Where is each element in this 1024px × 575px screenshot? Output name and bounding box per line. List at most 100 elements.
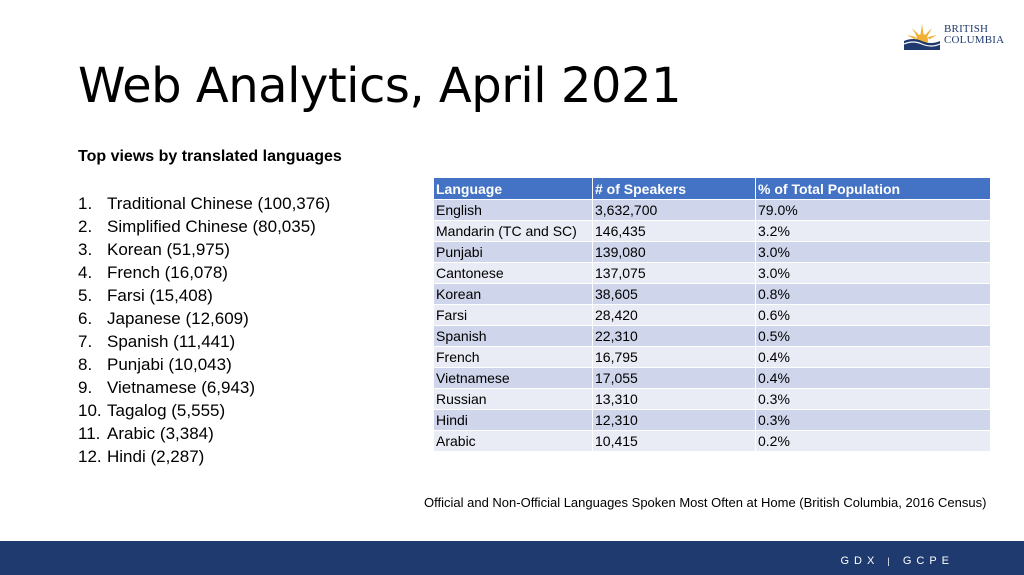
table-row: Farsi 28,420 0.6% bbox=[433, 304, 991, 326]
cell-percent: 0.4% bbox=[755, 367, 991, 389]
list-item-text: Punjabi (10,043) bbox=[107, 355, 232, 374]
list-item: 5. Farsi (15,408) bbox=[78, 286, 330, 309]
list-item-number: 1. bbox=[78, 194, 93, 213]
cell-language: Vietnamese bbox=[433, 367, 593, 389]
table-row: Vietnamese 17,055 0.4% bbox=[433, 367, 991, 389]
bc-logo: BRITISH COLUMBIA bbox=[904, 18, 1004, 52]
logo-line-1: BRITISH bbox=[944, 23, 989, 35]
list-item-number: 2. bbox=[78, 217, 93, 236]
footer-gdx: GDX bbox=[840, 555, 880, 567]
list-item-text: Vietnamese (6,943) bbox=[107, 378, 256, 397]
cell-percent: 3.2% bbox=[755, 220, 991, 242]
list-item-number: 3. bbox=[78, 240, 93, 259]
ranked-language-list: 1. Traditional Chinese (100,376) 2. Simplif… bbox=[78, 194, 330, 470]
cell-speakers: 38,605 bbox=[592, 283, 756, 305]
list-item-text: Farsi (15,408) bbox=[107, 286, 213, 305]
cell-language: Russian bbox=[433, 388, 593, 410]
bc-sun-icon bbox=[904, 24, 940, 50]
cell-language: Mandarin (TC and SC) bbox=[433, 220, 593, 242]
list-item-number: 8. bbox=[78, 355, 93, 374]
cell-percent: 0.3% bbox=[755, 388, 991, 410]
logo-line-2: COLUMBIA bbox=[944, 34, 1005, 46]
speakers-table: Language # of Speakers % of Total Popula… bbox=[433, 177, 991, 452]
list-item-text: Japanese (12,609) bbox=[107, 309, 249, 328]
cell-speakers: 146,435 bbox=[592, 220, 756, 242]
list-item-text: Arabic (3,384) bbox=[107, 424, 214, 443]
cell-speakers: 12,310 bbox=[592, 409, 756, 431]
table-header-row: Language # of Speakers % of Total Popula… bbox=[433, 177, 991, 200]
list-item-number: 6. bbox=[78, 309, 93, 328]
page-title: Web Analytics, April 2021 bbox=[78, 58, 682, 114]
list-item-text: Hindi (2,287) bbox=[107, 447, 205, 466]
cell-language: Arabic bbox=[433, 430, 593, 452]
table-row: Cantonese 137,075 3.0% bbox=[433, 262, 991, 284]
cell-language: Hindi bbox=[433, 409, 593, 431]
list-item-number: 4. bbox=[78, 263, 93, 282]
list-item: 7. Spanish (11,441) bbox=[78, 332, 330, 355]
table-row: Mandarin (TC and SC) 146,435 3.2% bbox=[433, 220, 991, 242]
list-item-text: Spanish (11,441) bbox=[107, 332, 236, 351]
list-item: 3. Korean (51,975) bbox=[78, 240, 330, 263]
cell-speakers: 139,080 bbox=[592, 241, 756, 263]
table-row: Russian 13,310 0.3% bbox=[433, 388, 991, 410]
list-item: 12. Hindi (2,287) bbox=[78, 447, 330, 470]
list-item-text: Tagalog (5,555) bbox=[107, 401, 226, 420]
cell-percent: 0.5% bbox=[755, 325, 991, 347]
list-item: 1. Traditional Chinese (100,376) bbox=[78, 194, 330, 217]
cell-speakers: 22,310 bbox=[592, 325, 756, 347]
cell-language: Korean bbox=[433, 283, 593, 305]
list-item-number: 7. bbox=[78, 332, 93, 351]
cell-language: Punjabi bbox=[433, 241, 593, 263]
table-row: Korean 38,605 0.8% bbox=[433, 283, 991, 305]
list-item: 4. French (16,078) bbox=[78, 263, 330, 286]
header-language: Language bbox=[433, 177, 593, 200]
table-row: English 3,632,700 79.0% bbox=[433, 199, 991, 221]
list-item-text: Simplified Chinese (80,035) bbox=[107, 217, 316, 236]
cell-percent: 0.2% bbox=[755, 430, 991, 452]
list-item: 8. Punjabi (10,043) bbox=[78, 355, 330, 378]
cell-speakers: 28,420 bbox=[592, 304, 756, 326]
cell-percent: 0.6% bbox=[755, 304, 991, 326]
header-percent: % of Total Population bbox=[755, 177, 991, 200]
cell-language: English bbox=[433, 199, 593, 221]
list-item-text: French (16,078) bbox=[107, 263, 228, 282]
table-row: French 16,795 0.4% bbox=[433, 346, 991, 368]
cell-language: Cantonese bbox=[433, 262, 593, 284]
list-item-number: 11. bbox=[78, 424, 101, 443]
cell-language: French bbox=[433, 346, 593, 368]
table-row: Hindi 12,310 0.3% bbox=[433, 409, 991, 431]
cell-speakers: 17,055 bbox=[592, 367, 756, 389]
cell-percent: 79.0% bbox=[755, 199, 991, 221]
subheading: Top views by translated languages bbox=[78, 148, 342, 165]
list-item-text: Korean (51,975) bbox=[107, 240, 230, 259]
cell-speakers: 16,795 bbox=[592, 346, 756, 368]
footer-bar: GDX | GCPE bbox=[0, 541, 1024, 575]
cell-speakers: 3,632,700 bbox=[592, 199, 756, 221]
footer-gcpe: GCPE bbox=[902, 555, 954, 567]
list-item: 6. Japanese (12,609) bbox=[78, 309, 330, 332]
list-item: 10. Tagalog (5,555) bbox=[78, 401, 330, 424]
table-row: Punjabi 139,080 3.0% bbox=[433, 241, 991, 263]
cell-speakers: 13,310 bbox=[592, 388, 756, 410]
cell-language: Farsi bbox=[433, 304, 593, 326]
list-item-number: 9. bbox=[78, 378, 93, 397]
header-speakers: # of Speakers bbox=[592, 177, 756, 200]
list-item: 2. Simplified Chinese (80,035) bbox=[78, 217, 330, 240]
table-row: Arabic 10,415 0.2% bbox=[433, 430, 991, 452]
footer-text: GDX | GCPE bbox=[841, 555, 955, 567]
cell-percent: 3.0% bbox=[755, 241, 991, 263]
cell-percent: 3.0% bbox=[755, 262, 991, 284]
cell-percent: 0.3% bbox=[755, 409, 991, 431]
source-note: Official and Non-Official Languages Spok… bbox=[424, 495, 987, 510]
cell-speakers: 10,415 bbox=[592, 430, 756, 452]
table-row: Spanish 22,310 0.5% bbox=[433, 325, 991, 347]
list-item-text: Traditional Chinese (100,376) bbox=[107, 194, 331, 213]
list-item: 11. Arabic (3,384) bbox=[78, 424, 330, 447]
cell-percent: 0.4% bbox=[755, 346, 991, 368]
cell-percent: 0.8% bbox=[755, 283, 991, 305]
footer-separator: | bbox=[887, 556, 895, 566]
list-item-number: 5. bbox=[78, 286, 93, 305]
cell-language: Spanish bbox=[433, 325, 593, 347]
cell-speakers: 137,075 bbox=[592, 262, 756, 284]
list-item: 9. Vietnamese (6,943) bbox=[78, 378, 330, 401]
